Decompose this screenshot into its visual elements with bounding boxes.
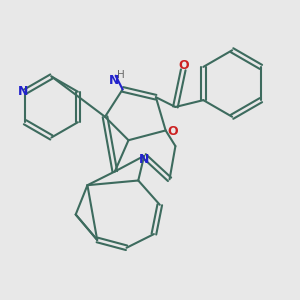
Text: O: O bbox=[167, 125, 178, 138]
Text: N: N bbox=[109, 74, 119, 87]
Text: O: O bbox=[178, 58, 189, 72]
Text: N: N bbox=[139, 153, 149, 166]
Text: N: N bbox=[18, 85, 28, 98]
Text: H: H bbox=[117, 70, 124, 80]
